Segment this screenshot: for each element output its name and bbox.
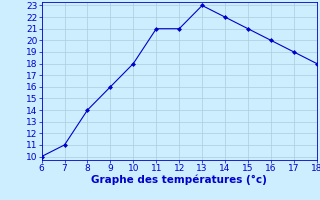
X-axis label: Graphe des températures (°c): Graphe des températures (°c) <box>91 175 267 185</box>
